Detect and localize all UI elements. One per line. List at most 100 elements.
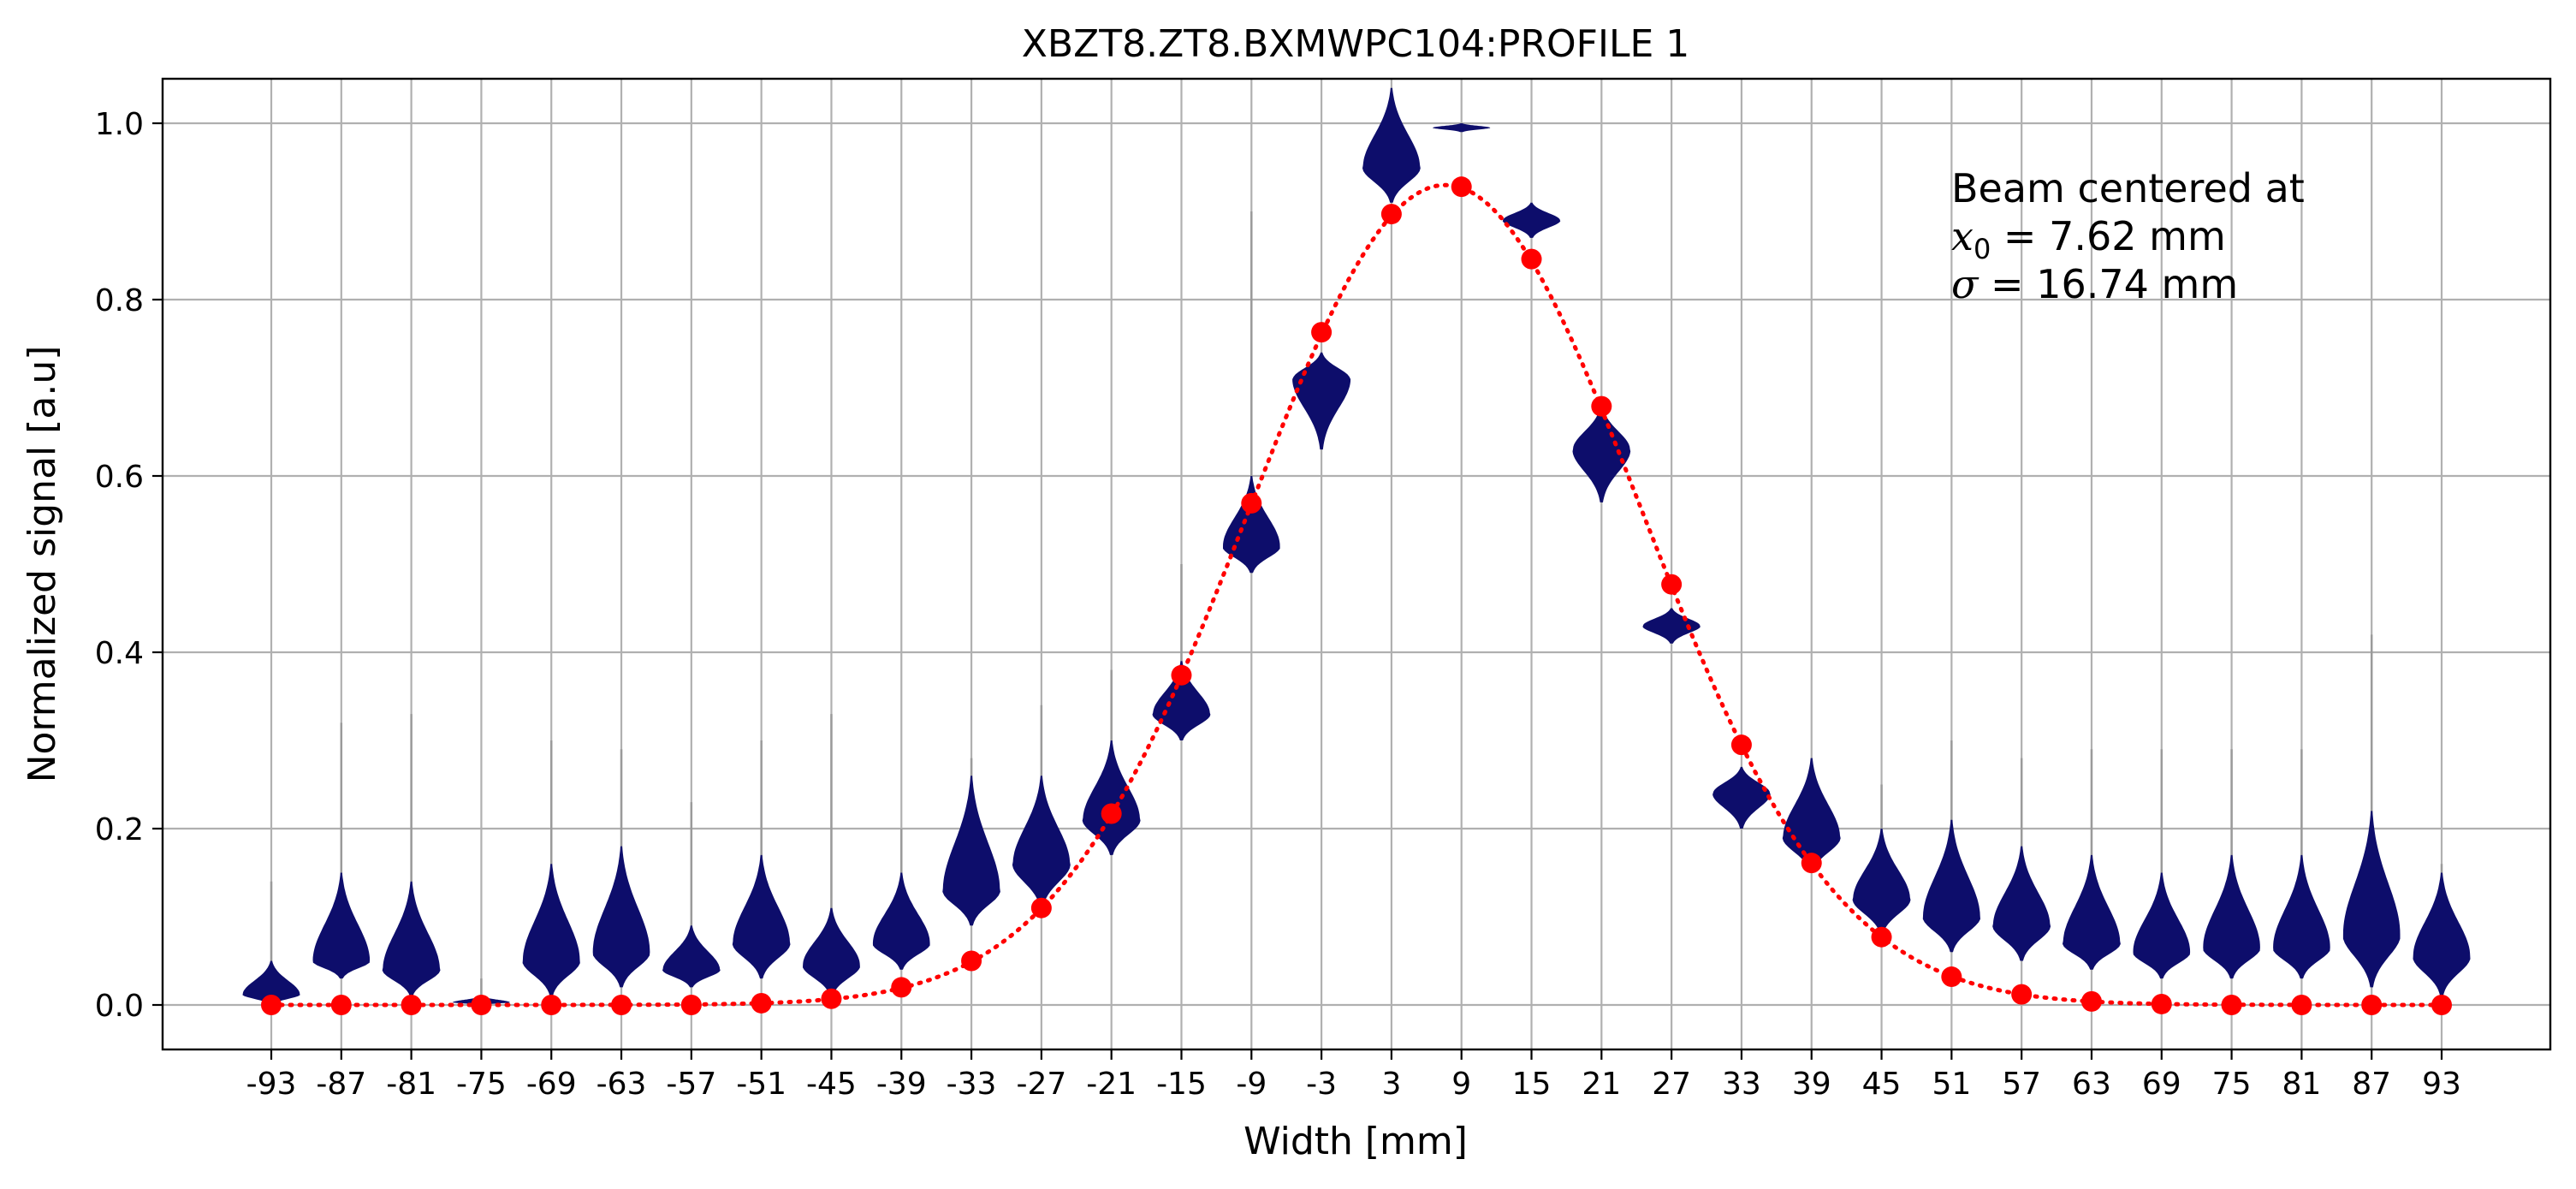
beam-annotation: Beam centered at x0 = 7.62 mm σ = 16.74 …	[1951, 165, 2305, 307]
x-axis-label: Width [mm]	[1243, 1120, 1468, 1163]
fit-point	[1591, 395, 1612, 417]
sigma-symbol: σ	[1951, 261, 1979, 307]
fit-point	[1730, 734, 1752, 756]
fit-point	[541, 995, 562, 1015]
violin-body	[2063, 854, 2121, 970]
fit-point	[1380, 204, 1402, 225]
violin-body	[1992, 846, 2051, 961]
fit-point	[1101, 803, 1122, 824]
violin-series	[242, 87, 2471, 1005]
x-tick-label: -69	[526, 1067, 577, 1102]
fit-point	[1521, 248, 1542, 270]
x-tick-label: -81	[386, 1067, 436, 1102]
fit-point	[891, 977, 912, 998]
y-tick-label: 0.0	[95, 989, 144, 1024]
fit-point	[261, 995, 282, 1015]
x-tick-label: -39	[876, 1067, 927, 1102]
violin-body	[872, 872, 930, 970]
annotation-line-x0: x0 = 7.62 mm	[1951, 213, 2226, 265]
violin-body	[1082, 740, 1141, 855]
violin-body	[1223, 476, 1280, 574]
violin-body	[242, 960, 300, 1005]
x0-value: = 7.62 mm	[1991, 213, 2225, 259]
x-tick-label: 39	[1792, 1067, 1831, 1102]
x-tick-label: 9	[1451, 1067, 1471, 1102]
x-tick-label: -21	[1086, 1067, 1137, 1102]
y-tick-label: 0.6	[95, 460, 144, 495]
violin-body	[2203, 854, 2260, 979]
fit-point	[2151, 993, 2172, 1014]
x-tick-label: -63	[597, 1067, 647, 1102]
fit-point	[1941, 966, 1962, 988]
fit-point	[1661, 574, 1683, 595]
plot-frame	[161, 77, 2552, 1051]
x-tick-label: 27	[1652, 1067, 1691, 1102]
x-tick-label: 81	[2282, 1067, 2321, 1102]
violin-body	[1502, 202, 1561, 238]
fit-point	[1871, 926, 1892, 948]
annotation-line-1: Beam centered at	[1951, 165, 2305, 211]
violin-body	[522, 864, 580, 996]
fit-point	[611, 995, 632, 1015]
x-tick-label: -93	[246, 1067, 297, 1102]
violin-body	[1362, 87, 1421, 203]
x-tick-label: -45	[806, 1067, 857, 1102]
x-tick-label: 33	[1722, 1067, 1761, 1102]
violin-body	[1152, 661, 1211, 740]
x-tick-label: -3	[1306, 1067, 1337, 1102]
chart-title: XBZT8.ZT8.BXMWPC104:PROFILE 1	[1022, 22, 1690, 66]
fit-point	[1171, 664, 1192, 686]
x-tick-label: 87	[2352, 1067, 2391, 1102]
violin-body	[2342, 811, 2401, 988]
violin-body	[312, 872, 371, 979]
fit-point	[1451, 176, 1472, 198]
y-tick-label: 0.2	[95, 812, 144, 847]
x-tick-label: 45	[1862, 1067, 1902, 1102]
x-tick-label: 75	[2212, 1067, 2252, 1102]
violin-body	[1852, 829, 1911, 935]
annotation-line-sigma: σ = 16.74 mm	[1951, 261, 2238, 307]
violin-body	[1292, 352, 1351, 450]
fit-point	[1311, 322, 1333, 343]
violin-body	[1012, 776, 1071, 908]
fit-point	[1030, 897, 1052, 919]
fit-point	[471, 995, 492, 1015]
violin-body	[1922, 819, 1980, 953]
x-tick-label: -87	[316, 1067, 366, 1102]
violin-body	[1712, 766, 1771, 829]
x0-symbol: x	[1951, 213, 1974, 259]
x-tick-label: 15	[1512, 1067, 1552, 1102]
x-tick-label: 57	[2002, 1067, 2041, 1102]
fit-point	[961, 950, 982, 972]
x-tick-label: -51	[736, 1067, 786, 1102]
x-tick-label: -57	[666, 1067, 716, 1102]
x-tick-label: 3	[1381, 1067, 1401, 1102]
fit-point	[330, 995, 352, 1015]
violin-body	[662, 925, 721, 988]
fit-point	[2080, 990, 2102, 1012]
fit-point	[2221, 995, 2242, 1015]
fit-points	[261, 176, 2452, 1015]
violin-body	[2133, 872, 2191, 979]
fit-point	[1241, 492, 1262, 514]
violin-body	[1572, 405, 1631, 502]
violin-body	[592, 846, 650, 988]
fit-point	[2361, 995, 2383, 1015]
x-tick-label: 51	[1932, 1067, 1971, 1102]
violin-body	[1642, 608, 1701, 644]
y-tick-label: 1.0	[95, 107, 144, 142]
fit-point	[2011, 984, 2033, 1005]
violin-body	[732, 854, 791, 979]
y-axis-ticks: 0.0 0.2 0.4 0.6 0.8 1.0	[95, 107, 163, 1024]
violin-body	[803, 907, 860, 996]
x-tick-label: -33	[947, 1067, 997, 1102]
violin-body	[1433, 123, 1491, 133]
x-tick-label: -75	[456, 1067, 507, 1102]
fit-point	[1801, 853, 1822, 874]
y-tick-label: 0.8	[95, 283, 144, 318]
fit-point	[751, 992, 772, 1014]
y-axis-label: Normalized signal [a.u]	[21, 346, 64, 783]
x-tick-label: -9	[1236, 1067, 1267, 1102]
